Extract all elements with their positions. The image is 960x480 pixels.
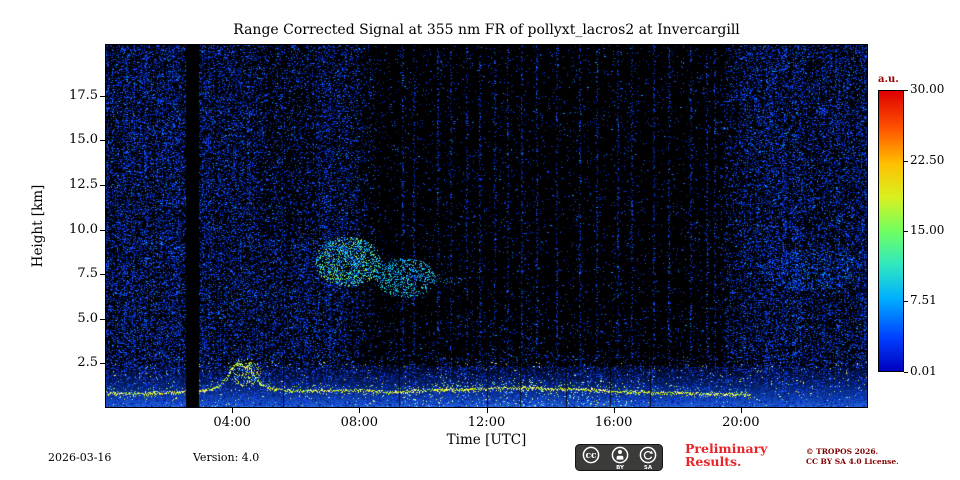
- by-person-icon: [611, 446, 629, 464]
- y-tick-label: 15.0: [69, 132, 98, 148]
- colorbar-tick-mark: [904, 160, 908, 162]
- x-tick-label: 08:00: [340, 415, 379, 430]
- colorbar-tick-label: 15.00: [910, 223, 945, 238]
- x-tick-mark: [613, 408, 615, 413]
- by-person-body: [616, 455, 624, 460]
- copyright-line2: CC BY SA 4.0 License.: [806, 457, 899, 466]
- x-tick-label: 20:00: [722, 415, 760, 430]
- x-tick-mark: [359, 408, 361, 413]
- x-tick-label: 12:00: [467, 415, 506, 430]
- y-tick-label: 12.5: [69, 176, 98, 192]
- colorbar-tick-mark: [904, 231, 908, 233]
- y-tick-label: 17.5: [69, 87, 98, 103]
- chart-title: Range Corrected Signal at 355 nm FR of p…: [233, 22, 740, 38]
- y-tick-mark: [100, 95, 105, 97]
- x-tick-mark: [486, 408, 488, 413]
- y-tick-label: 2.5: [77, 355, 98, 371]
- copyright-note: © TROPOS 2026. CC BY SA 4.0 License.: [806, 447, 899, 467]
- x-tick-label: 16:00: [594, 415, 633, 430]
- y-tick-mark: [100, 318, 105, 320]
- version-label: Version: 4.0: [193, 451, 260, 464]
- copyright-line1: © TROPOS 2026.: [806, 447, 879, 456]
- date-label: 2026-03-16: [48, 451, 112, 464]
- y-tick-label: 5.0: [77, 310, 98, 326]
- y-axis-label: Height [km]: [30, 184, 46, 268]
- preliminary-results-note: Preliminary Results.: [685, 442, 767, 468]
- colorbar-tick-mark: [904, 90, 908, 91]
- x-axis-label: Time [UTC]: [446, 432, 527, 448]
- y-tick-mark: [100, 140, 105, 142]
- x-tick-mark: [232, 408, 234, 413]
- colorbar-tick-label: 0.01: [910, 364, 937, 378]
- y-tick-mark: [100, 229, 105, 231]
- by-label: BY: [616, 465, 625, 471]
- cc-by-sa-badge: cc BY SA: [575, 444, 663, 471]
- colorbar: [878, 90, 904, 372]
- colorbar-tick-mark: [904, 372, 908, 373]
- sa-label: SA: [644, 465, 653, 471]
- cc-icon: [582, 446, 600, 464]
- sa-arrow-icon: [639, 446, 657, 464]
- heatmap-canvas: [105, 44, 868, 408]
- colorbar-tick-mark: [904, 301, 908, 303]
- y-tick-mark: [100, 184, 105, 186]
- x-tick-label: 04:00: [213, 415, 251, 430]
- cc-icon-text: cc: [586, 451, 597, 461]
- y-tick-label: 7.5: [77, 266, 98, 282]
- preliminary-line1: Preliminary: [685, 441, 768, 456]
- colorbar-tick-label: 30.00: [910, 82, 945, 96]
- x-tick-mark: [740, 408, 742, 413]
- sa-arrow-head: [649, 450, 654, 454]
- y-tick-label: 10.0: [69, 221, 98, 237]
- by-person-head: [618, 450, 622, 454]
- y-tick-mark: [100, 363, 105, 365]
- colorbar-unit-label: a.u.: [878, 74, 899, 85]
- sa-arrow-arc: [643, 450, 653, 460]
- preliminary-line2: Results.: [685, 454, 742, 469]
- colorbar-tick-label: 7.51: [910, 293, 937, 308]
- y-tick-mark: [100, 274, 105, 276]
- colorbar-tick-label: 22.50: [910, 152, 945, 167]
